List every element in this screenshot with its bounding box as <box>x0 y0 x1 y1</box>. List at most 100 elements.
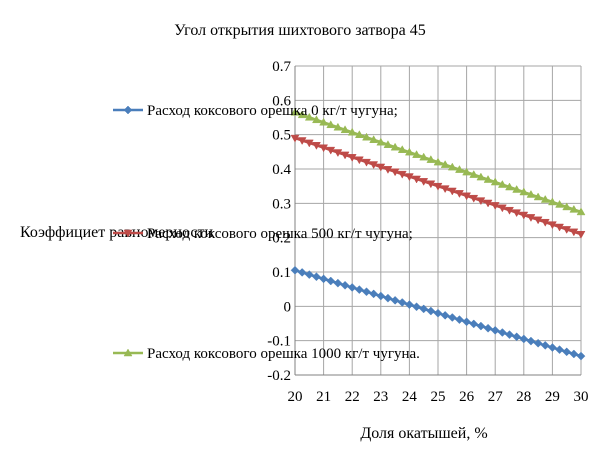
x-tick-label: 24 <box>402 389 418 405</box>
legend-item-1: Расход коксового орешка 500 кг/т чугуна; <box>113 226 413 242</box>
x-tick-label: 28 <box>516 389 531 405</box>
series-0 <box>290 265 586 361</box>
legend: Расход коксового орешка 0 кг/т чугуна; Ра… <box>113 103 420 362</box>
legend-item-2: Расход коксового орешка 1000 кг/т чугуна… <box>113 346 420 362</box>
y-tick-label: 0.2 <box>272 231 291 247</box>
marker-decoration <box>447 162 457 171</box>
x-tick-label: 20 <box>288 389 303 405</box>
marker-decoration <box>390 142 400 151</box>
marker-decoration <box>455 165 464 173</box>
marker-decoration <box>340 151 350 160</box>
x-tick-label: 26 <box>459 389 475 405</box>
marker-decoration <box>476 197 486 206</box>
y-tick-labels: 0.7 0.6 0.5 0.4 0.3 0.2 0.1 0 -0.1 -0.2 <box>267 59 291 384</box>
marker-decoration <box>312 115 321 124</box>
data-point <box>433 157 443 166</box>
data-point <box>576 207 586 216</box>
y-tick-label: 0.7 <box>272 59 291 75</box>
marker-decoration <box>426 306 436 316</box>
legend-label: Расход коксового орешка 0 кг/т чугуна; <box>147 103 398 119</box>
marker-decoration <box>526 336 536 346</box>
data-point <box>490 202 500 210</box>
data-point <box>319 117 329 126</box>
data-point <box>462 317 471 327</box>
data-point <box>347 283 357 292</box>
x-tick-label: 23 <box>373 389 388 405</box>
marker-decoration <box>569 228 579 237</box>
marker-decoration <box>562 347 572 357</box>
data-point <box>519 211 529 220</box>
data-point <box>404 173 414 182</box>
x-tick-label: 25 <box>431 389 446 405</box>
marker-decoration <box>297 268 307 277</box>
data-point <box>490 326 500 335</box>
marker-decoration <box>340 125 350 134</box>
data-point <box>290 134 300 143</box>
marker-decoration <box>333 149 343 158</box>
marker-decoration <box>383 140 393 148</box>
marker-decoration <box>362 132 371 141</box>
legend-marker <box>123 348 133 357</box>
data-point <box>548 343 557 352</box>
data-point <box>576 230 586 239</box>
data-point <box>319 274 328 284</box>
legend-label: Расход коксового орешка 1000 кг/т чугуна… <box>147 346 420 362</box>
legend-marker <box>123 229 133 238</box>
series-2 <box>290 107 586 216</box>
marker-decoration <box>412 150 421 158</box>
marker-decoration <box>505 330 514 340</box>
marker-decoration <box>555 345 564 355</box>
marker-decoration <box>304 139 314 148</box>
marker-decoration <box>333 122 343 131</box>
data-point <box>547 197 557 206</box>
marker-decoration <box>533 216 543 225</box>
y-tick-label: 0.1 <box>272 265 291 281</box>
marker-decoration <box>512 209 522 218</box>
data-point <box>319 144 329 153</box>
marker-decoration <box>304 112 314 121</box>
data-point <box>462 167 472 176</box>
data-point <box>490 177 500 186</box>
marker-decoration <box>555 223 564 232</box>
y-tick-label: -0.2 <box>267 368 291 384</box>
data-point <box>433 182 443 191</box>
chart-title: Угол открытия шихтового затвора 45 <box>174 22 426 39</box>
marker-decoration <box>354 130 364 139</box>
marker-decoration <box>426 155 436 163</box>
marker-decoration <box>304 270 314 279</box>
marker-decoration <box>412 302 421 312</box>
legend-label: Расход коксового орешка 500 кг/т чугуна; <box>147 226 413 242</box>
data-point <box>519 187 529 196</box>
marker-decoration <box>533 338 543 348</box>
marker-decoration <box>419 304 429 314</box>
marker-decoration <box>426 180 436 189</box>
marker-decoration <box>390 168 400 177</box>
marker-decoration <box>297 110 307 119</box>
marker-decoration <box>497 328 507 337</box>
x-tick-label: 27 <box>488 389 504 405</box>
marker-decoration <box>555 199 564 208</box>
marker-decoration <box>512 332 522 342</box>
data-point <box>376 291 386 301</box>
marker-decoration <box>419 152 429 161</box>
marker-decoration <box>326 146 336 155</box>
marker-decoration <box>390 295 400 305</box>
marker-decoration <box>447 313 457 322</box>
marker-decoration <box>362 158 371 167</box>
x-tick-label: 21 <box>316 389 331 405</box>
marker-decoration <box>469 319 479 329</box>
marker-decoration <box>526 189 536 198</box>
marker-decoration <box>412 175 421 184</box>
y-tick-label: 0.4 <box>272 162 291 178</box>
marker-decoration <box>312 272 321 282</box>
marker-decoration <box>483 175 493 183</box>
data-point <box>433 308 443 318</box>
marker-decoration <box>340 280 350 290</box>
marker-decoration <box>354 156 364 165</box>
marker-decoration <box>369 161 379 170</box>
data-point <box>405 300 414 309</box>
marker-decoration <box>540 194 550 203</box>
marker-decoration <box>362 287 371 297</box>
marker-decoration <box>397 298 407 307</box>
